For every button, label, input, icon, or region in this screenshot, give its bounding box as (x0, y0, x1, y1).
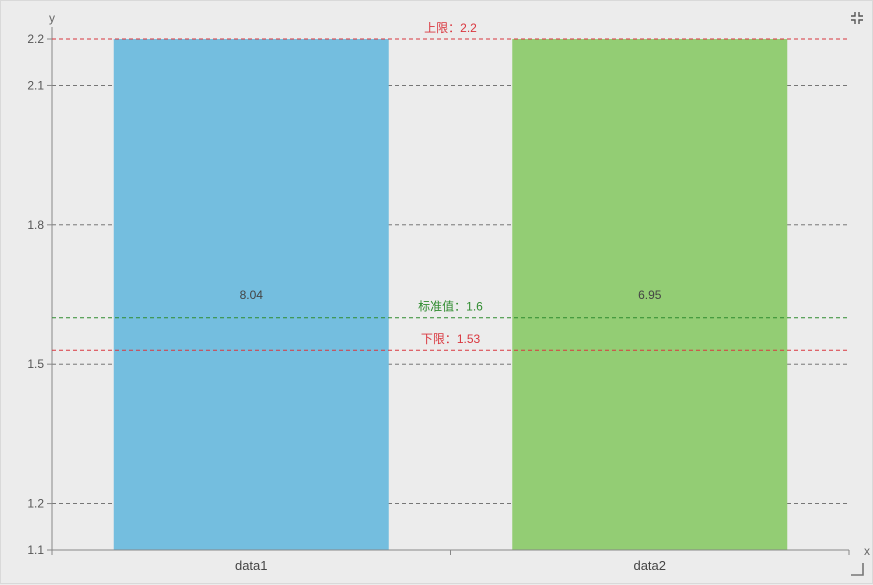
x-tick-label: data2 (633, 558, 666, 573)
data-label: 6.95 (638, 288, 662, 302)
y-tick-label: 1.1 (27, 543, 44, 557)
y-tick-label: 1.2 (27, 497, 44, 511)
y-tick-label: 2.1 (27, 78, 44, 92)
bar-data2 (512, 39, 788, 550)
bar-data1 (113, 39, 389, 550)
y-axis-name: y (49, 11, 55, 25)
y-tick-label: 1.8 (27, 218, 44, 232)
reference-line-label: 下限：1.53 (421, 332, 481, 346)
reference-line-label: 标准值：1.6 (418, 299, 483, 314)
x-tick-label: data1 (235, 558, 268, 573)
y-tick-label: 2.2 (27, 32, 44, 46)
resize-handle-icon[interactable] (850, 562, 864, 576)
exit-fullscreen-icon[interactable] (850, 11, 864, 25)
x-axis-name: x (864, 544, 870, 558)
reference-line-label: 上限：2.2 (424, 21, 477, 35)
data-label: 8.04 (240, 288, 264, 302)
y-tick-label: 1.5 (27, 357, 44, 371)
